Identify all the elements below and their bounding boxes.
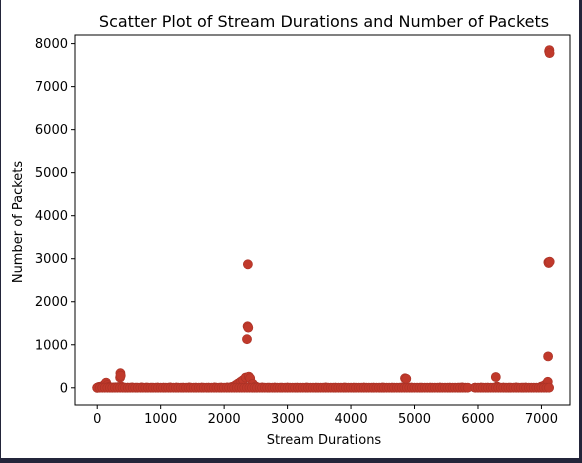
x-axis-ticks: 0 1000 2000 3000 4000 5000 6000 7000 bbox=[93, 405, 558, 427]
chart-title: Scatter Plot of Stream Durations and Num… bbox=[99, 12, 549, 31]
y-tick-label: 1000 bbox=[35, 338, 68, 353]
y-tick-label: 8000 bbox=[35, 37, 68, 52]
y-tick-label: 4000 bbox=[35, 209, 68, 224]
x-tick-label: 0 bbox=[93, 412, 101, 427]
data-point bbox=[491, 372, 500, 381]
data-point bbox=[544, 352, 553, 361]
data-point bbox=[116, 371, 125, 380]
data-point bbox=[242, 335, 251, 344]
x-tick-label: 3000 bbox=[271, 412, 304, 427]
data-point bbox=[244, 323, 253, 332]
data-point bbox=[545, 383, 554, 392]
x-tick-label: 7000 bbox=[525, 412, 558, 427]
data-points bbox=[93, 46, 555, 393]
x-tick-label: 5000 bbox=[398, 412, 431, 427]
data-point bbox=[545, 257, 554, 266]
plot-frame bbox=[75, 35, 570, 405]
y-axis-label: Number of Packets bbox=[11, 161, 26, 284]
x-axis-label: Stream Durations bbox=[267, 433, 382, 448]
y-axis-ticks: 0 1000 2000 3000 4000 5000 6000 7000 8000 bbox=[35, 37, 75, 396]
data-point bbox=[545, 49, 554, 58]
y-tick-label: 6000 bbox=[35, 123, 68, 138]
x-tick-label: 6000 bbox=[461, 412, 494, 427]
plot-area bbox=[75, 35, 570, 405]
data-point bbox=[402, 374, 411, 383]
y-tick-label: 7000 bbox=[35, 80, 68, 95]
data-point bbox=[243, 260, 252, 269]
x-tick-label: 2000 bbox=[208, 412, 241, 427]
y-tick-label: 5000 bbox=[35, 166, 68, 181]
y-tick-label: 2000 bbox=[35, 295, 68, 310]
x-tick-label: 4000 bbox=[335, 412, 368, 427]
x-tick-label: 1000 bbox=[144, 412, 177, 427]
y-tick-label: 3000 bbox=[35, 252, 68, 267]
y-tick-label: 0 bbox=[60, 381, 68, 396]
